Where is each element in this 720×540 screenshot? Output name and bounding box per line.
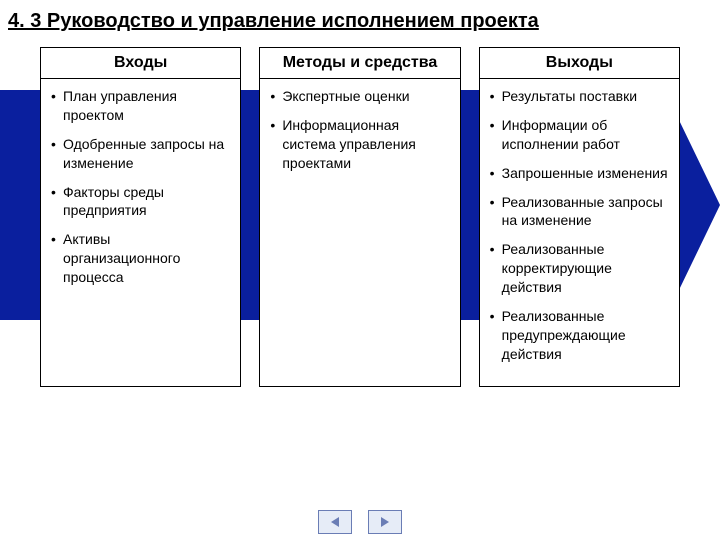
list-item: Реализованные корректирующие действия <box>490 240 669 297</box>
list-item: Запрошенные изменения <box>490 164 669 183</box>
column-outputs: Выходы Результаты поставки Информации об… <box>479 47 680 387</box>
arrow-left-icon <box>328 515 342 529</box>
next-button[interactable] <box>368 510 402 534</box>
list-item: Реализованные предупреждающие действия <box>490 307 669 364</box>
columns-container: Входы План управления проектом Одобренны… <box>0 47 720 387</box>
list-item: План управления проектом <box>51 87 230 125</box>
nav-controls <box>0 510 720 534</box>
list-item: Реализованные запросы на изменение <box>490 193 669 231</box>
prev-button[interactable] <box>318 510 352 534</box>
list-item: Информационная система управления проект… <box>270 116 449 173</box>
column-header-methods: Методы и средства <box>260 48 459 79</box>
column-methods: Методы и средства Экспертные оценки Инфо… <box>259 47 460 387</box>
arrow-right-icon <box>378 515 392 529</box>
page-title: 4. 3 Руководство и управление исполнение… <box>0 0 720 47</box>
list-item: Информации об исполнении работ <box>490 116 669 154</box>
list-item: Результаты поставки <box>490 87 669 106</box>
list-item: Факторы среды предприятия <box>51 183 230 221</box>
column-inputs: Входы План управления проектом Одобренны… <box>40 47 241 387</box>
column-header-inputs: Входы <box>41 48 240 79</box>
list-item: Активы организационного процесса <box>51 230 230 287</box>
list-item: Экспертные оценки <box>270 87 449 106</box>
column-body-inputs: План управления проектом Одобренные запр… <box>41 79 240 309</box>
column-header-outputs: Выходы <box>480 48 679 79</box>
column-body-methods: Экспертные оценки Информационная система… <box>260 79 459 195</box>
column-body-outputs: Результаты поставки Информации об исполн… <box>480 79 679 386</box>
list-item: Одобренные запросы на изменение <box>51 135 230 173</box>
